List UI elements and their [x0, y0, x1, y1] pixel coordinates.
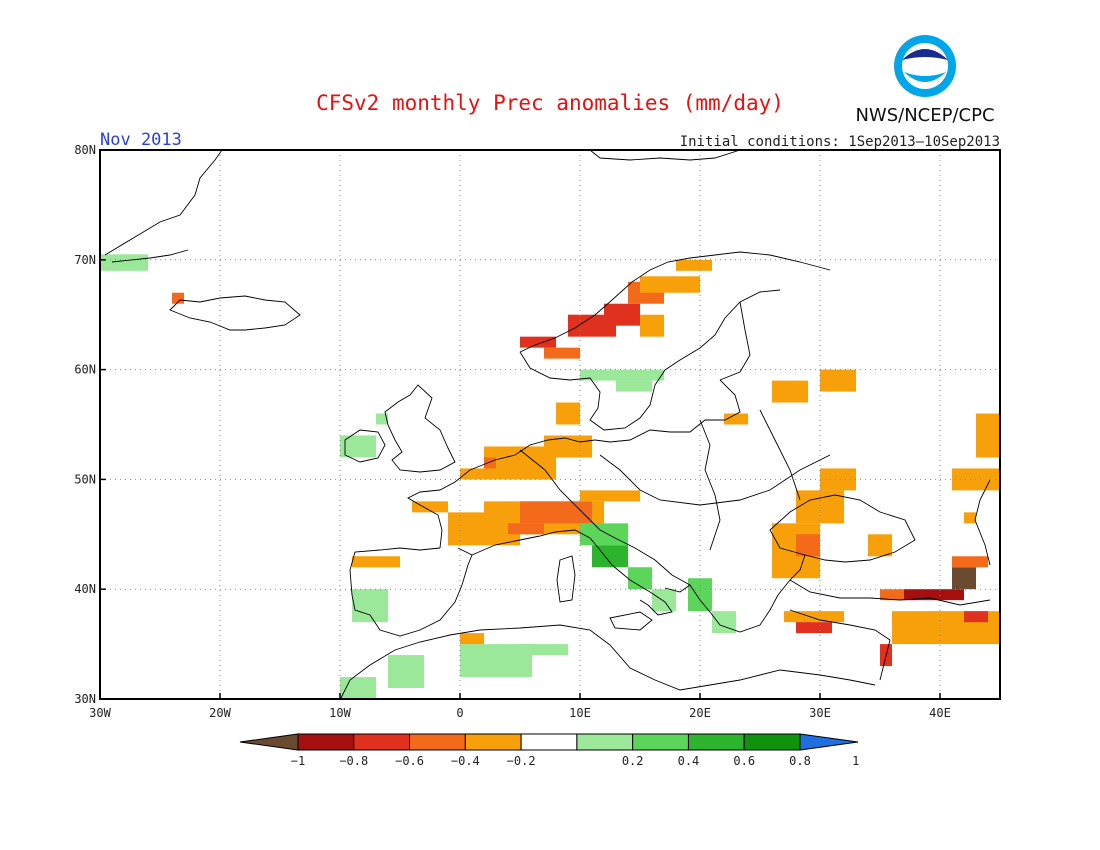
anomaly-cell [868, 534, 892, 557]
legend-low-arrow [239, 733, 299, 751]
anomaly-cell [412, 501, 448, 513]
legend-swatch [297, 733, 355, 751]
legend-high-arrow [799, 733, 859, 751]
anomaly-cell [616, 380, 652, 392]
anomaly-cell [592, 545, 628, 568]
anomaly-cell [820, 369, 856, 392]
anomaly-cell [904, 589, 964, 601]
anomaly-cell [580, 490, 640, 502]
legend-tick-label: 1 [852, 754, 859, 768]
lon-tick-label: 20W [209, 706, 231, 720]
anomaly-cell [544, 347, 580, 359]
anomaly-cell [964, 512, 976, 524]
anomaly-cell [508, 523, 544, 535]
lon-tick-label: 40E [929, 706, 951, 720]
legend-tick-label: 0.2 [622, 754, 644, 768]
anomaly-cell [352, 589, 388, 623]
anomaly-cell [796, 622, 832, 634]
anomaly-cell [604, 303, 640, 326]
anomaly-cell [460, 633, 484, 645]
forecast-period: Nov 2013 [100, 130, 182, 150]
anomaly-cell [340, 677, 376, 699]
lon-tick-label: 30W [89, 706, 111, 720]
legend-tick-label: −0.4 [451, 754, 480, 768]
anomaly-cell [628, 567, 652, 590]
anomaly-cell [712, 611, 736, 634]
anomaly-cell [676, 259, 712, 271]
lat-tick-label: 30N [74, 692, 96, 706]
figure-title: CFSv2 monthly Prec anomalies (mm/day) [316, 91, 784, 115]
color-scale-legend: −1 −0.8 −0.6 −0.4 −0.2 0.2 0.4 0.6 0.8 1 [239, 733, 859, 768]
legend-tick-label: 0.8 [789, 754, 811, 768]
anomaly-cell [640, 314, 664, 337]
anomaly-cell [952, 567, 976, 590]
anomaly-cell [172, 292, 184, 304]
anomaly-cell [352, 556, 400, 568]
legend-swatch [409, 733, 466, 751]
lon-tick-label: 30E [809, 706, 831, 720]
anomaly-cell [376, 413, 388, 425]
noaa-logo-icon: NOAA [894, 35, 956, 97]
axis-ticks [99, 149, 941, 700]
lon-tick-label: 0 [456, 706, 463, 720]
map-plot-area: 30W 20W 10W 0 10E 20E 30E 40E 30N 40N 50N 60N 70N 80N [74, 143, 1001, 720]
lat-tick-label: 50N [74, 472, 96, 486]
anomaly-cell [484, 457, 496, 469]
anomaly-cell [556, 402, 580, 425]
anomaly-cell [100, 254, 148, 271]
coastlines-and-borders [104, 149, 991, 701]
anomaly-cell [520, 644, 568, 656]
noaa-logo-text: NOAA [909, 62, 941, 73]
anomaly-cell [580, 369, 664, 381]
anomaly-cell [688, 578, 712, 612]
legend-tick-label: −0.8 [339, 754, 368, 768]
anomaly-cell [880, 589, 904, 601]
legend-swatch [743, 733, 801, 751]
anomaly-cell [784, 611, 844, 623]
legend-tick-label: −1 [291, 754, 305, 768]
lat-tick-label: 80N [74, 143, 96, 157]
axis-labels: 30W 20W 10W 0 10E 20E 30E 40E 30N 40N 50N 60N 70N 80N [74, 143, 951, 720]
legend-swatch [464, 733, 522, 751]
lat-tick-label: 60N [74, 363, 96, 377]
anomaly-cell [652, 589, 676, 612]
anomaly-cell [964, 611, 988, 623]
lon-tick-label: 10E [569, 706, 591, 720]
legend-tick-label: 0.4 [678, 754, 700, 768]
anomaly-cell [952, 556, 988, 568]
anomaly-cell [976, 413, 1000, 458]
anomaly-cell [580, 523, 628, 546]
lon-tick-label: 10W [329, 706, 351, 720]
plot-frame [99, 149, 1001, 700]
anomaly-cell [340, 435, 376, 458]
anomaly-cell [820, 468, 856, 491]
anomaly-cell [388, 655, 424, 689]
legend-swatch [576, 733, 634, 751]
legend-swatch [353, 733, 411, 751]
lat-tick-label: 70N [74, 253, 96, 267]
anomaly-cell [460, 468, 484, 480]
anomaly-cell [520, 336, 556, 348]
agency-label: NWS/NCEP/CPC [855, 105, 994, 126]
legend-tick-label: 0.6 [733, 754, 755, 768]
anomaly-cell [520, 501, 592, 524]
legend-tick-label: −0.2 [507, 754, 536, 768]
legend-tick-label: −0.6 [395, 754, 424, 768]
initial-conditions: Initial conditions: 1Sep2013–10Sep2013 [680, 134, 1000, 150]
anomaly-cell [772, 380, 808, 403]
anomaly-cell [724, 413, 748, 425]
anomaly-cell [796, 534, 820, 557]
lat-lon-gridlines [100, 150, 1000, 699]
lat-tick-label: 40N [74, 582, 96, 596]
legend-swatch [632, 733, 689, 751]
legend-swatch [687, 733, 745, 751]
legend-swatch [520, 733, 578, 751]
anomaly-cell [640, 276, 700, 293]
lon-tick-label: 20E [689, 706, 711, 720]
